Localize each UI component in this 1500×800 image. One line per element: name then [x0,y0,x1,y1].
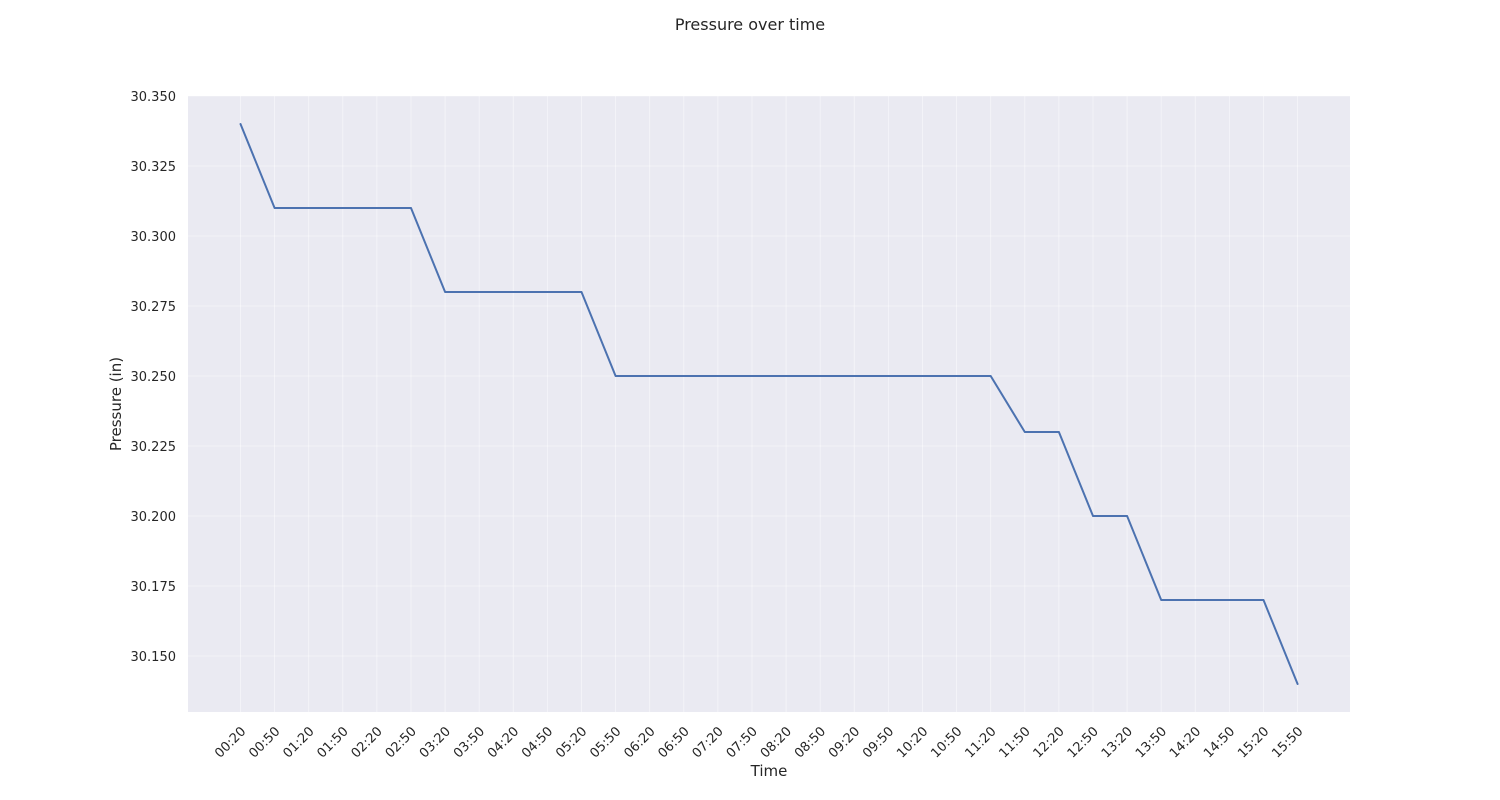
x-tick-label: 14:50 [1201,724,1238,761]
x-tick-label: 12:20 [1031,724,1068,761]
x-tick-label: 02:50 [383,724,420,761]
y-tick-label: 30.300 [131,230,177,245]
x-tick-label: 02:20 [349,724,386,761]
y-tick-label: 30.225 [131,440,177,455]
x-tick-label: 05:50 [587,724,624,761]
x-tick-label: 13:20 [1099,724,1136,761]
y-tick-label: 30.150 [131,650,177,665]
y-axis-ticks: 30.150 30.175 30.200 30.225 30.250 30.275 30.3… [131,90,177,665]
x-tick-label: 06:50 [656,724,693,761]
x-tick-label: 08:20 [758,724,795,761]
x-tick-label: 01:20 [280,724,317,761]
x-axis-ticks: 00:2000:5001:2001:5002:2002:5003:2003:50… [212,724,1306,761]
x-tick-label: 12:50 [1065,724,1102,761]
y-tick-label: 30.275 [131,300,177,315]
x-tick-label: 09:50 [860,724,897,761]
chart-title: Pressure over time [675,15,825,34]
y-tick-label: 30.325 [131,160,177,175]
grid-lines [188,95,1350,712]
x-tick-label: 03:20 [417,724,454,761]
x-tick-label: 15:50 [1269,724,1306,761]
x-tick-label: 00:50 [246,724,283,761]
y-axis-label: Pressure (in) [107,357,125,451]
x-tick-label: 10:50 [928,724,965,761]
x-tick-label: 14:20 [1167,724,1204,761]
x-tick-label: 00:20 [212,724,249,761]
series-layer [239,123,1299,685]
x-tick-label: 11:50 [997,724,1034,761]
x-tick-label: 05:20 [553,724,590,761]
series-line [239,123,1299,685]
x-tick-label: 07:20 [690,724,727,761]
x-tick-label: 09:20 [826,724,863,761]
x-tick-label: 11:20 [962,724,999,761]
x-tick-label: 15:20 [1235,724,1272,761]
x-tick-label: 04:50 [519,724,556,761]
x-tick-label: 07:50 [724,724,761,761]
x-tick-label: 13:50 [1133,724,1170,761]
plot-area [188,96,1350,712]
x-tick-label: 10:20 [894,724,931,761]
x-tick-label: 03:50 [451,724,488,761]
y-tick-label: 30.200 [131,510,177,525]
x-tick-label: 01:50 [315,724,352,761]
y-tick-label: 30.350 [131,90,177,105]
y-tick-label: 30.175 [131,580,177,595]
y-tick-label: 30.250 [131,370,177,385]
x-axis-label: Time [750,762,788,780]
x-tick-label: 08:50 [792,724,829,761]
x-tick-label: 04:20 [485,724,522,761]
x-tick-label: 06:20 [621,724,658,761]
